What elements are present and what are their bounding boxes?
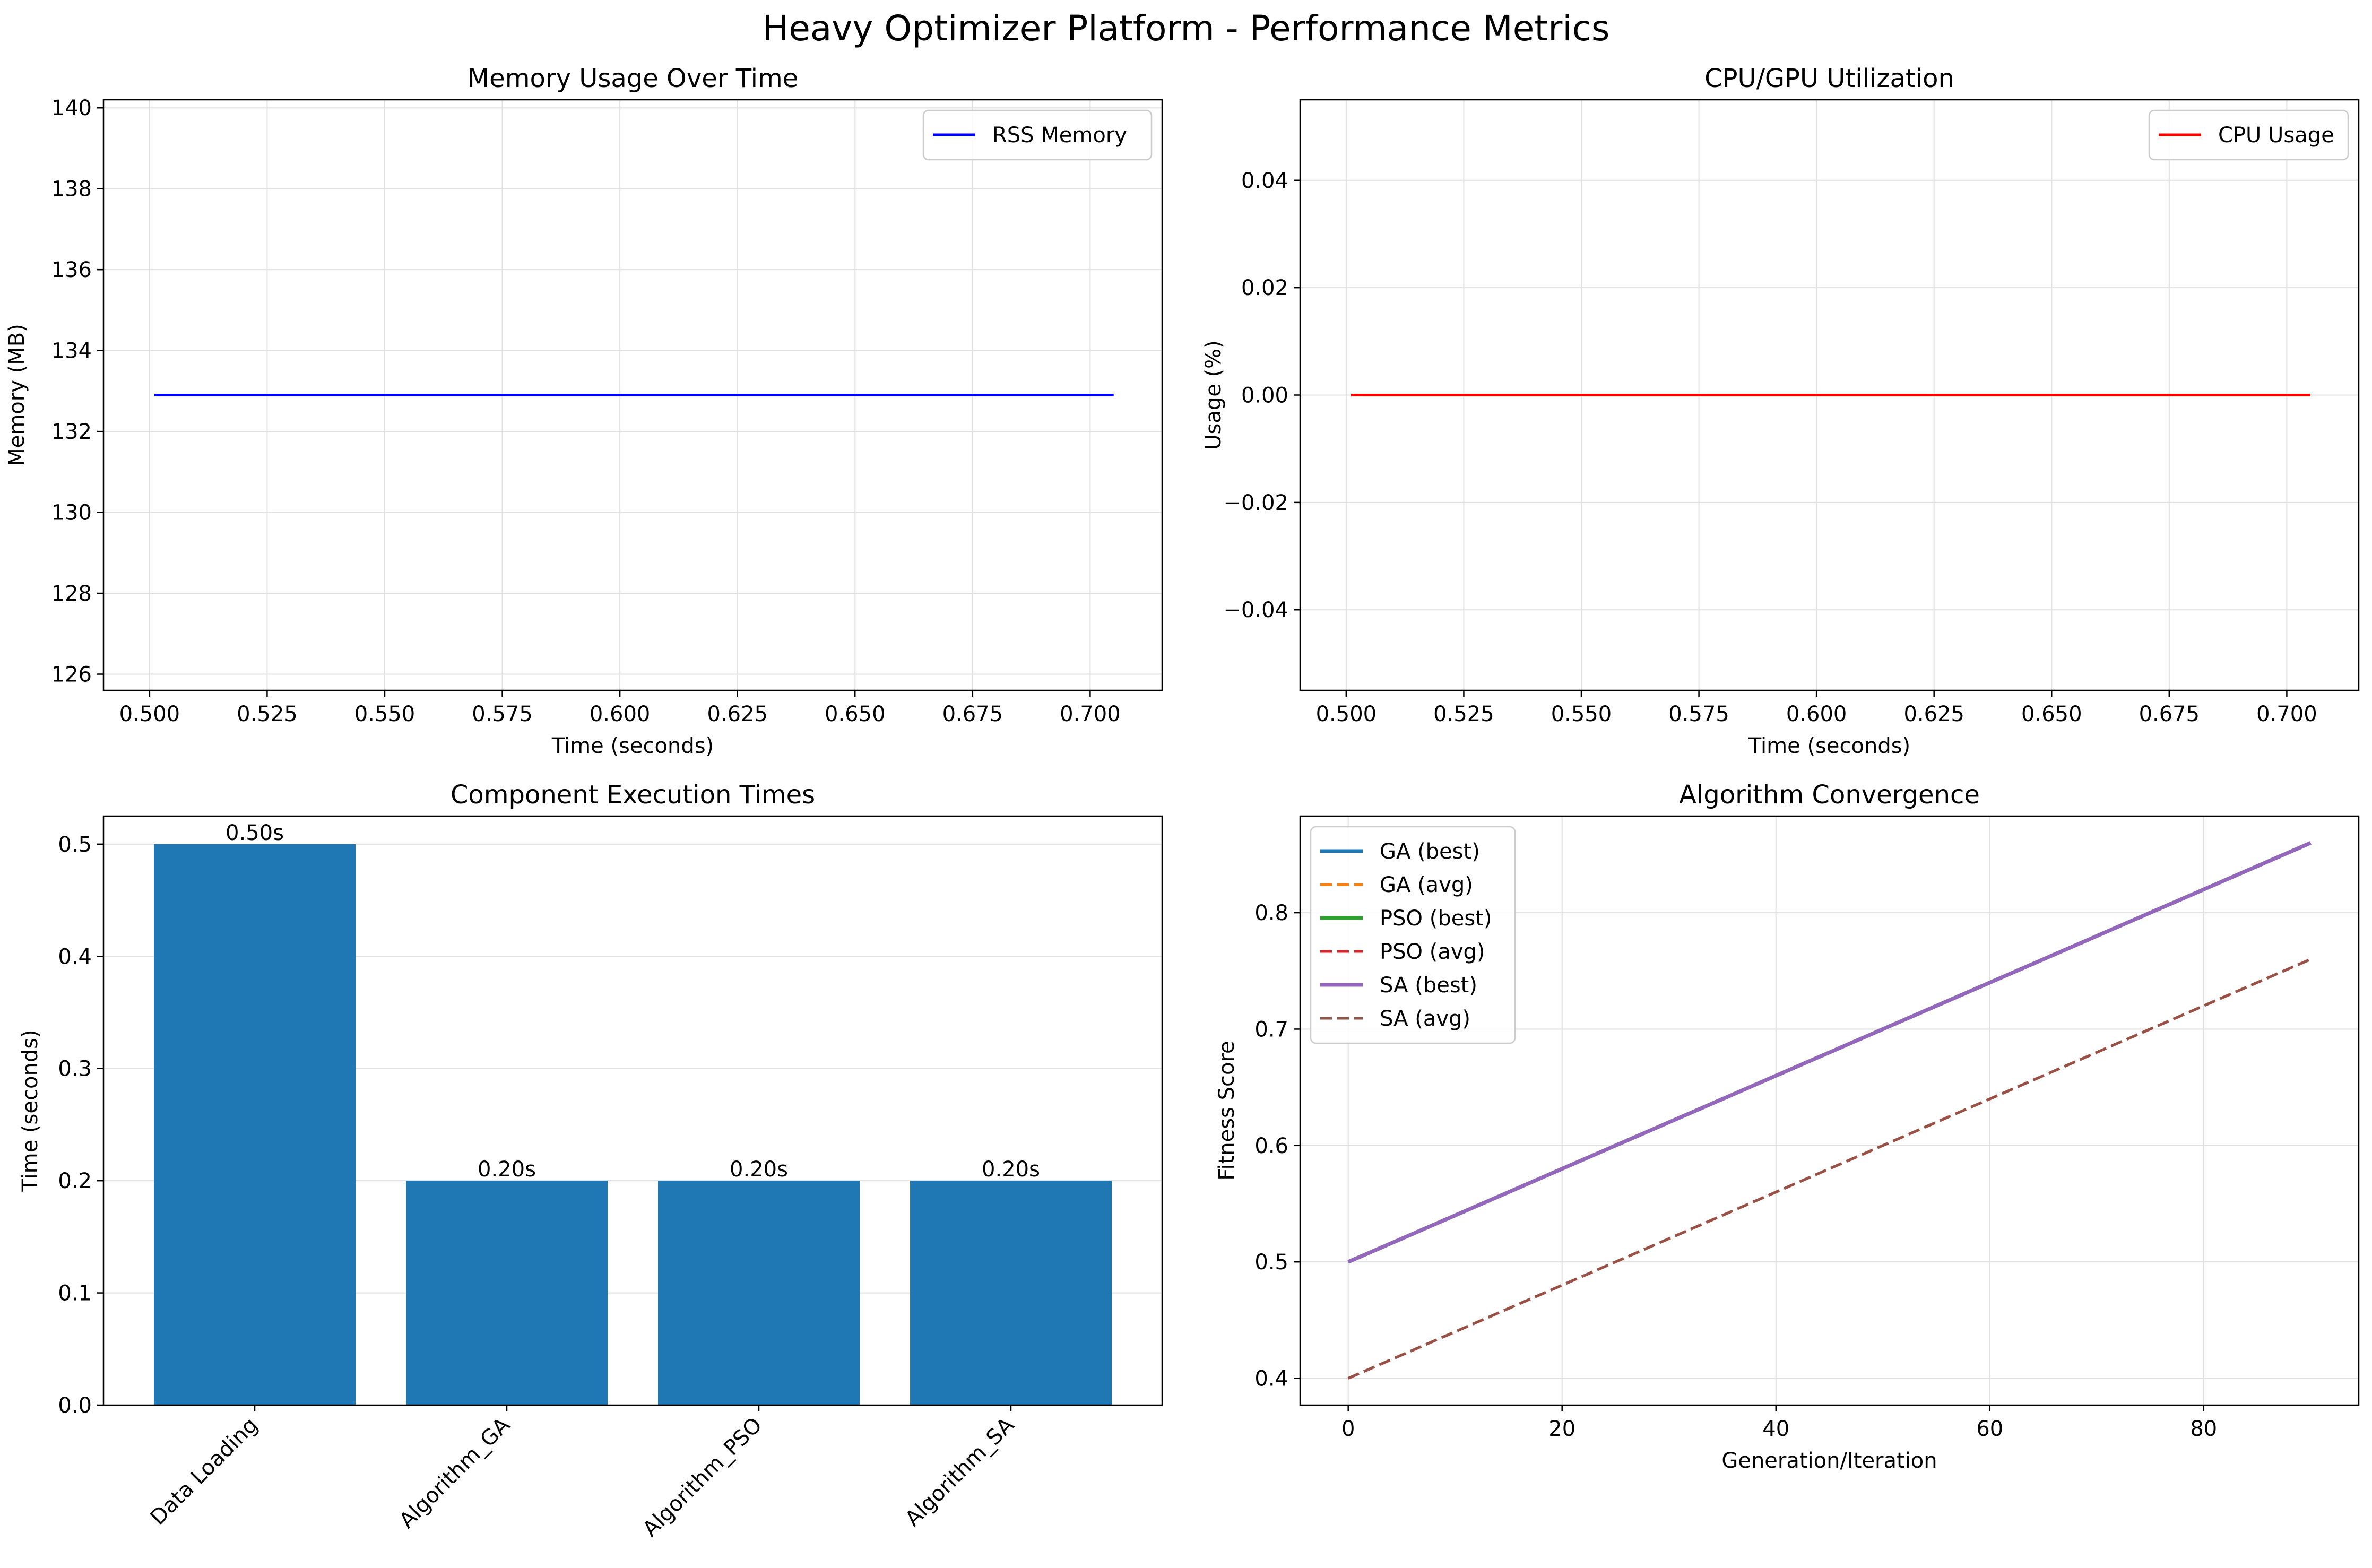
y-tick-label: 134	[51, 339, 92, 363]
series-line	[1347, 841, 2312, 1264]
axes-frame	[1299, 815, 2360, 1406]
x-tick-label: 0.575	[1668, 702, 1729, 726]
legend-entry-label: SA (best)	[1380, 973, 1477, 998]
axes-title: Algorithm Convergence	[1679, 780, 1980, 810]
axes-title: Memory Usage Over Time	[468, 64, 798, 93]
y-tick-label: 0.6	[1254, 1134, 1288, 1158]
y-tick-label: 130	[51, 501, 92, 525]
memory-usage-panel: Memory Usage Over Time 126 128 130 132 134 136…	[5, 64, 1163, 758]
bar	[658, 1181, 860, 1405]
series-line	[1347, 958, 2312, 1380]
x-tick-label: 60	[1976, 1417, 2003, 1441]
x-tick-label: 0.700	[2256, 702, 2317, 726]
axes-frame	[102, 99, 1163, 691]
legend-entry-label: PSO (avg)	[1380, 940, 1485, 964]
x-tick-label: 0.675	[942, 702, 1003, 726]
y-tick-label: 0.7	[1254, 1017, 1288, 1042]
y-axis-label: Time (seconds)	[18, 1029, 42, 1192]
y-tick-label: 140	[51, 96, 92, 120]
bar-data-label: 0.20s	[730, 1157, 788, 1182]
x-tick-label: 0.550	[1551, 702, 1612, 726]
x-tick-label: 0.600	[590, 702, 651, 726]
bar	[406, 1181, 608, 1405]
y-tick-label: −0.02	[1223, 491, 1288, 515]
y-tick-label: 0.4	[1254, 1367, 1288, 1391]
legend-entry-label: CPU Usage	[2218, 123, 2334, 148]
x-tick-label: 0.525	[237, 702, 298, 726]
y-axis-label: Memory (MB)	[5, 324, 29, 466]
y-tick-label: 0.5	[1254, 1250, 1288, 1275]
legend-entry-label: RSS Memory	[992, 123, 1127, 148]
bar-data-label: 0.20s	[478, 1157, 536, 1182]
x-tick-label: 0.500	[119, 702, 180, 726]
x-tick-label: 0.575	[472, 702, 533, 726]
x-tick-label: 0.675	[2139, 702, 2200, 726]
x-tick-label: 0.625	[707, 702, 768, 726]
legend-frame	[2148, 109, 2349, 161]
axes-title: Component Execution Times	[451, 780, 815, 810]
axes-frame	[102, 815, 1163, 1406]
legend-entry-label: GA (avg)	[1380, 873, 1473, 897]
legend-entry-label: GA (best)	[1380, 839, 1480, 864]
y-tick-label: 0.4	[58, 945, 92, 969]
y-tick-label: 0.8	[1254, 901, 1288, 925]
y-tick-label: 0.2	[58, 1169, 92, 1193]
y-axis-label: Usage (%)	[1201, 340, 1226, 450]
y-tick-label: 0.0	[58, 1393, 92, 1418]
algorithm-convergence-panel: Algorithm Convergence 0.4 0.5 0.6 0.7 0.8 0 20 4…	[1215, 780, 2360, 1473]
legend-frame	[1310, 826, 1516, 1044]
legend-entry-label: PSO (best)	[1380, 906, 1492, 931]
x-axis-label: Generation/Iteration	[1721, 1449, 1937, 1473]
bar-data-label: 0.20s	[982, 1157, 1040, 1182]
y-tick-label: 126	[51, 663, 92, 687]
x-tick-label: 0.550	[354, 702, 415, 726]
cpu-utilization-panel: CPU/GPU Utilization −0.04 −0.02 0.00 0.02 0.0…	[1201, 64, 2360, 758]
figure-title: Heavy Optimizer Platform - Performance M…	[763, 8, 1610, 49]
x-axis-label: Time (seconds)	[551, 734, 714, 758]
x-tick-label: 0.525	[1433, 702, 1494, 726]
legend: GA (best) GA (avg) PSO (best) PSO (avg) SA (…	[1310, 826, 1516, 1044]
bar-data-label: 0.50s	[226, 821, 284, 845]
axes-frame	[1299, 99, 2360, 691]
x-tick-label: 0.500	[1316, 702, 1377, 726]
x-tick-label: 80	[2190, 1417, 2217, 1441]
x-axis-label: Time (seconds)	[1748, 734, 1910, 758]
legend: CPU Usage	[2148, 109, 2349, 161]
y-axis-label: Fitness Score	[1215, 1041, 1239, 1180]
bar	[154, 844, 356, 1405]
y-tick-label: 0.5	[58, 833, 92, 857]
legend: RSS Memory	[922, 109, 1153, 161]
y-tick-label: 128	[51, 582, 92, 606]
axes-title: CPU/GPU Utilization	[1704, 64, 1954, 93]
x-tick-label: 0.650	[2021, 702, 2082, 726]
x-tick-label: 20	[1548, 1417, 1575, 1441]
y-tick-label: 0.1	[58, 1281, 92, 1306]
x-tick-label: 0.625	[1903, 702, 1964, 726]
y-tick-label: 0.02	[1241, 276, 1288, 300]
x-tick-label: 0	[1341, 1417, 1355, 1441]
y-tick-label: 0.00	[1241, 384, 1288, 408]
x-tick-label: 40	[1762, 1417, 1789, 1441]
bar	[910, 1181, 1112, 1405]
y-tick-label: 0.04	[1241, 169, 1288, 193]
y-tick-label: 0.3	[58, 1057, 92, 1081]
y-tick-label: −0.04	[1223, 598, 1288, 622]
y-tick-label: 138	[51, 177, 92, 202]
x-tick-label: 0.600	[1786, 702, 1847, 726]
x-tick-label: 0.650	[825, 702, 886, 726]
legend-entry-label: SA (avg)	[1380, 1007, 1470, 1031]
legend-frame	[922, 109, 1153, 161]
y-tick-label: 136	[51, 258, 92, 282]
y-tick-label: 132	[51, 420, 92, 444]
x-tick-label: 0.700	[1060, 702, 1121, 726]
